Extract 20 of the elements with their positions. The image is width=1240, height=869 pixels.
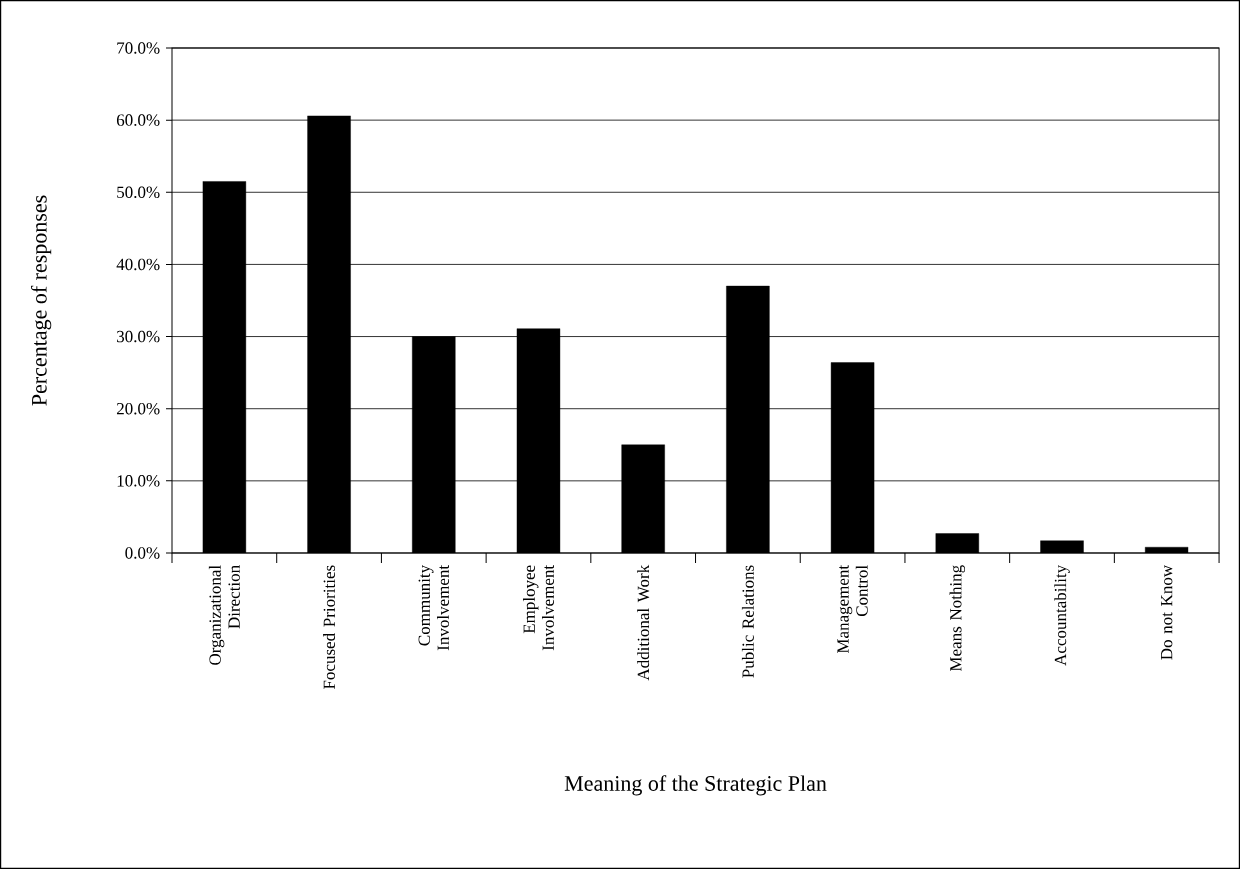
- y-tick-label: 40.0%: [116, 258, 160, 271]
- y-axis-title: Percentage of responses: [31, 195, 52, 406]
- x-tick-label: Employee Involvement: [522, 564, 554, 651]
- x-tick-label: Means Nothing: [949, 565, 966, 672]
- x-tick-label: Accountability: [1054, 564, 1070, 666]
- x-tick-label: Management Control: [837, 564, 868, 654]
- x-tick-label: Community Involvement: [418, 564, 449, 651]
- y-tick-label: 50.0%: [117, 186, 160, 199]
- x-tick-label: Focused Priorities: [323, 565, 336, 690]
- y-tick-label: 60.0%: [116, 114, 160, 126]
- y-tick-label: 10.0%: [117, 475, 160, 487]
- x-tick-label: Do not Know: [1161, 564, 1173, 660]
- y-tick-label: 70.0%: [117, 42, 160, 54]
- y-tick-label: 0.0%: [125, 547, 160, 559]
- y-tick-label: 30.0%: [117, 330, 160, 343]
- y-tick-label: 20.0%: [116, 402, 160, 415]
- x-tick-label: Organizational Direction: [208, 565, 240, 665]
- x-tick-label: Additional Work: [637, 564, 650, 681]
- x-tick-label: Public Relations: [741, 565, 754, 678]
- x-axis-title: Meaning of the Strategic Plan: [564, 775, 827, 796]
